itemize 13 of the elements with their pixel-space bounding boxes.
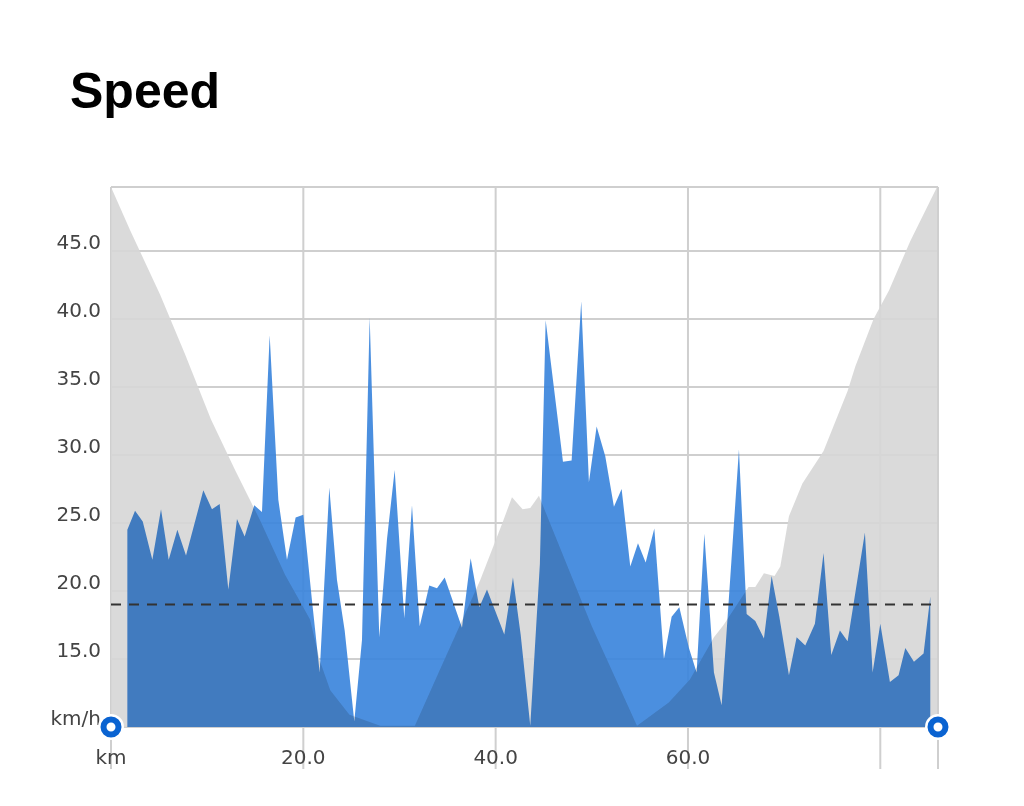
chart-title: Speed: [70, 63, 221, 119]
y-tick-label: 30.0: [56, 433, 101, 458]
x-tick-label: 40.0: [473, 745, 518, 769]
y-tick-label: 35.0: [56, 365, 101, 390]
y-tick-label: 20.0: [56, 569, 101, 594]
y-tick-label: km/h: [50, 706, 101, 730]
x-tick-label: 60.0: [665, 745, 711, 769]
y-tick-label: 40.0: [56, 297, 101, 322]
x-tick-label: 20.0: [281, 745, 326, 769]
x-tick-label: km: [95, 745, 127, 769]
y-tick-label: 25.0: [56, 501, 101, 526]
y-tick-label: 45.0: [56, 229, 101, 254]
y-tick-label: 15.0: [56, 637, 101, 662]
